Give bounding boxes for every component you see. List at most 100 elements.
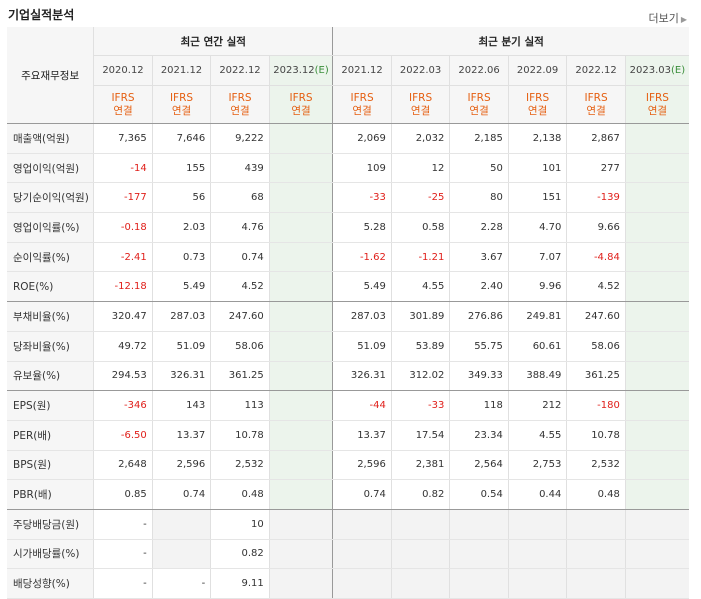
table-cell: 2,138 [507,123,567,154]
table-cell: 301.89 [390,301,450,332]
table-cell: 0.48 [566,479,626,510]
table-cell: -25 [390,182,450,214]
more-link[interactable]: 더보기 ▶ [648,10,687,26]
table-cell [268,390,333,421]
ifrs-standard: IFRS [169,91,194,104]
table-row: 당좌비율(%) 49.72 51.09 58.06 51.09 53.89 55.75 60.… [7,331,689,362]
period-header: 2021.12 [151,55,211,86]
row-label: BPS(원) [7,450,94,481]
period-header: 2022.09 [507,55,567,86]
table-cell [624,420,689,451]
period-header: 2022.12 [210,55,270,86]
table-cell: 56 [151,182,211,214]
row-label: PER(배) [7,420,94,451]
table-cell: 4.76 [210,212,270,243]
row-label: 시가배당률(%) [7,539,94,570]
row-label: 당기순이익(억원) [7,182,94,214]
table-row: 영업이익(억원) -14 155 439 109 12 50 101 277 [7,153,689,184]
table-cell [624,123,689,154]
table-cell: 10 [210,509,270,540]
table-cell: 2,381 [390,450,450,481]
table-cell: 58.06 [210,331,270,362]
ifrs-standard: IFRS [228,91,252,104]
table-cell [624,568,689,599]
table-cell [624,301,689,332]
table-cell: - [93,568,153,599]
table-cell: 247.60 [566,301,626,332]
estimate-badge: (E) [314,65,329,76]
table-cell: 0.48 [210,479,270,510]
table-cell [624,182,689,214]
table-cell: 0.44 [507,479,567,510]
estimate-badge: (E) [671,65,686,76]
table-cell [624,450,689,481]
table-cell: 10.78 [210,420,270,451]
table-cell: 113 [210,390,270,421]
table-cell: 320.47 [93,301,153,332]
table-row: BPS(원) 2,648 2,596 2,532 2,596 2,381 2,564 2,75… [7,450,689,481]
ifrs-standard: IFRS [526,91,550,104]
table-cell: -33 [332,182,392,214]
row-label: 유보율(%) [7,361,94,392]
table-cell: 53.89 [390,331,450,362]
table-cell: 0.82 [390,479,450,510]
table-cell [624,390,689,421]
ifrs-scope: 연결 [527,104,548,117]
table-cell: -14 [93,153,153,184]
table-cell [624,331,689,362]
table-row: 주당배당금(원) - 10 [7,509,689,540]
table-row: 매출액(억원) 7,365 7,646 9,222 2,069 2,032 2,185 2,1… [7,123,689,154]
table-cell: 7.07 [507,242,567,273]
table-cell: 2,867 [566,123,626,154]
table-cell: 2,032 [390,123,450,154]
table-cell: 2,753 [507,450,567,481]
table-cell: -1.62 [332,242,392,273]
row-label: 매출액(억원) [7,123,94,154]
table-cell: 2,532 [210,450,270,481]
table-cell [449,568,509,599]
table-cell: 2.28 [449,212,509,243]
table-cell [507,539,567,570]
table-cell [268,450,333,481]
table-cell: 5.28 [332,212,392,243]
table-cell: 60.61 [507,331,567,362]
table-cell: 151 [507,182,567,214]
period-header: 2022.03 [390,55,450,86]
table-cell [268,212,333,243]
table-cell: 2.40 [449,271,509,303]
more-label: 더보기 [648,12,679,25]
table-row: 배당성향(%) - -9.11 [7,568,689,599]
table-cell: 2,532 [566,450,626,481]
table-cell: 276.86 [449,301,509,332]
table-cell: -1.21 [390,242,450,273]
period-header: 2023.12(E) [268,55,333,86]
row-label: 부채비율(%) [7,301,94,332]
table-cell [566,509,626,540]
table-cell: 0.54 [449,479,509,510]
table-cell: 2,596 [332,450,392,481]
table-cell [268,509,333,540]
table-cell [624,479,689,510]
ifrs-scope: 연결 [230,104,250,117]
period-header: 2023.03(E) [624,55,689,86]
table-cell [268,123,333,154]
table-cell [624,539,689,570]
table-cell [507,568,567,599]
ifrs-label: IFRS 연결 [93,85,153,124]
table-cell: 2,648 [93,450,153,481]
quarter-group-label: 최근 분기 실적 [332,27,689,56]
ifrs-label: IFRS 연결 [151,85,211,124]
table-cell: 4.52 [566,271,626,303]
table-cell [332,568,392,599]
table-row: PER(배) -6.50 13.37 10.78 13.37 17.54 23.34 4.55… [7,420,689,451]
table-row: PBR(배) 0.85 0.74 0.48 0.74 0.82 0.54 0.44 0.48 [7,479,689,510]
table-cell: 68 [210,182,270,214]
ifrs-label: IFRS 연결 [449,85,509,124]
table-cell: 3.67 [449,242,509,273]
table-cell [268,479,333,510]
table-row: 시가배당률(%) - 0.82 [7,539,689,570]
table-cell: 9,222 [210,123,270,154]
table-cell [151,539,211,570]
table-cell: -44 [332,390,392,421]
table-cell [268,182,333,214]
